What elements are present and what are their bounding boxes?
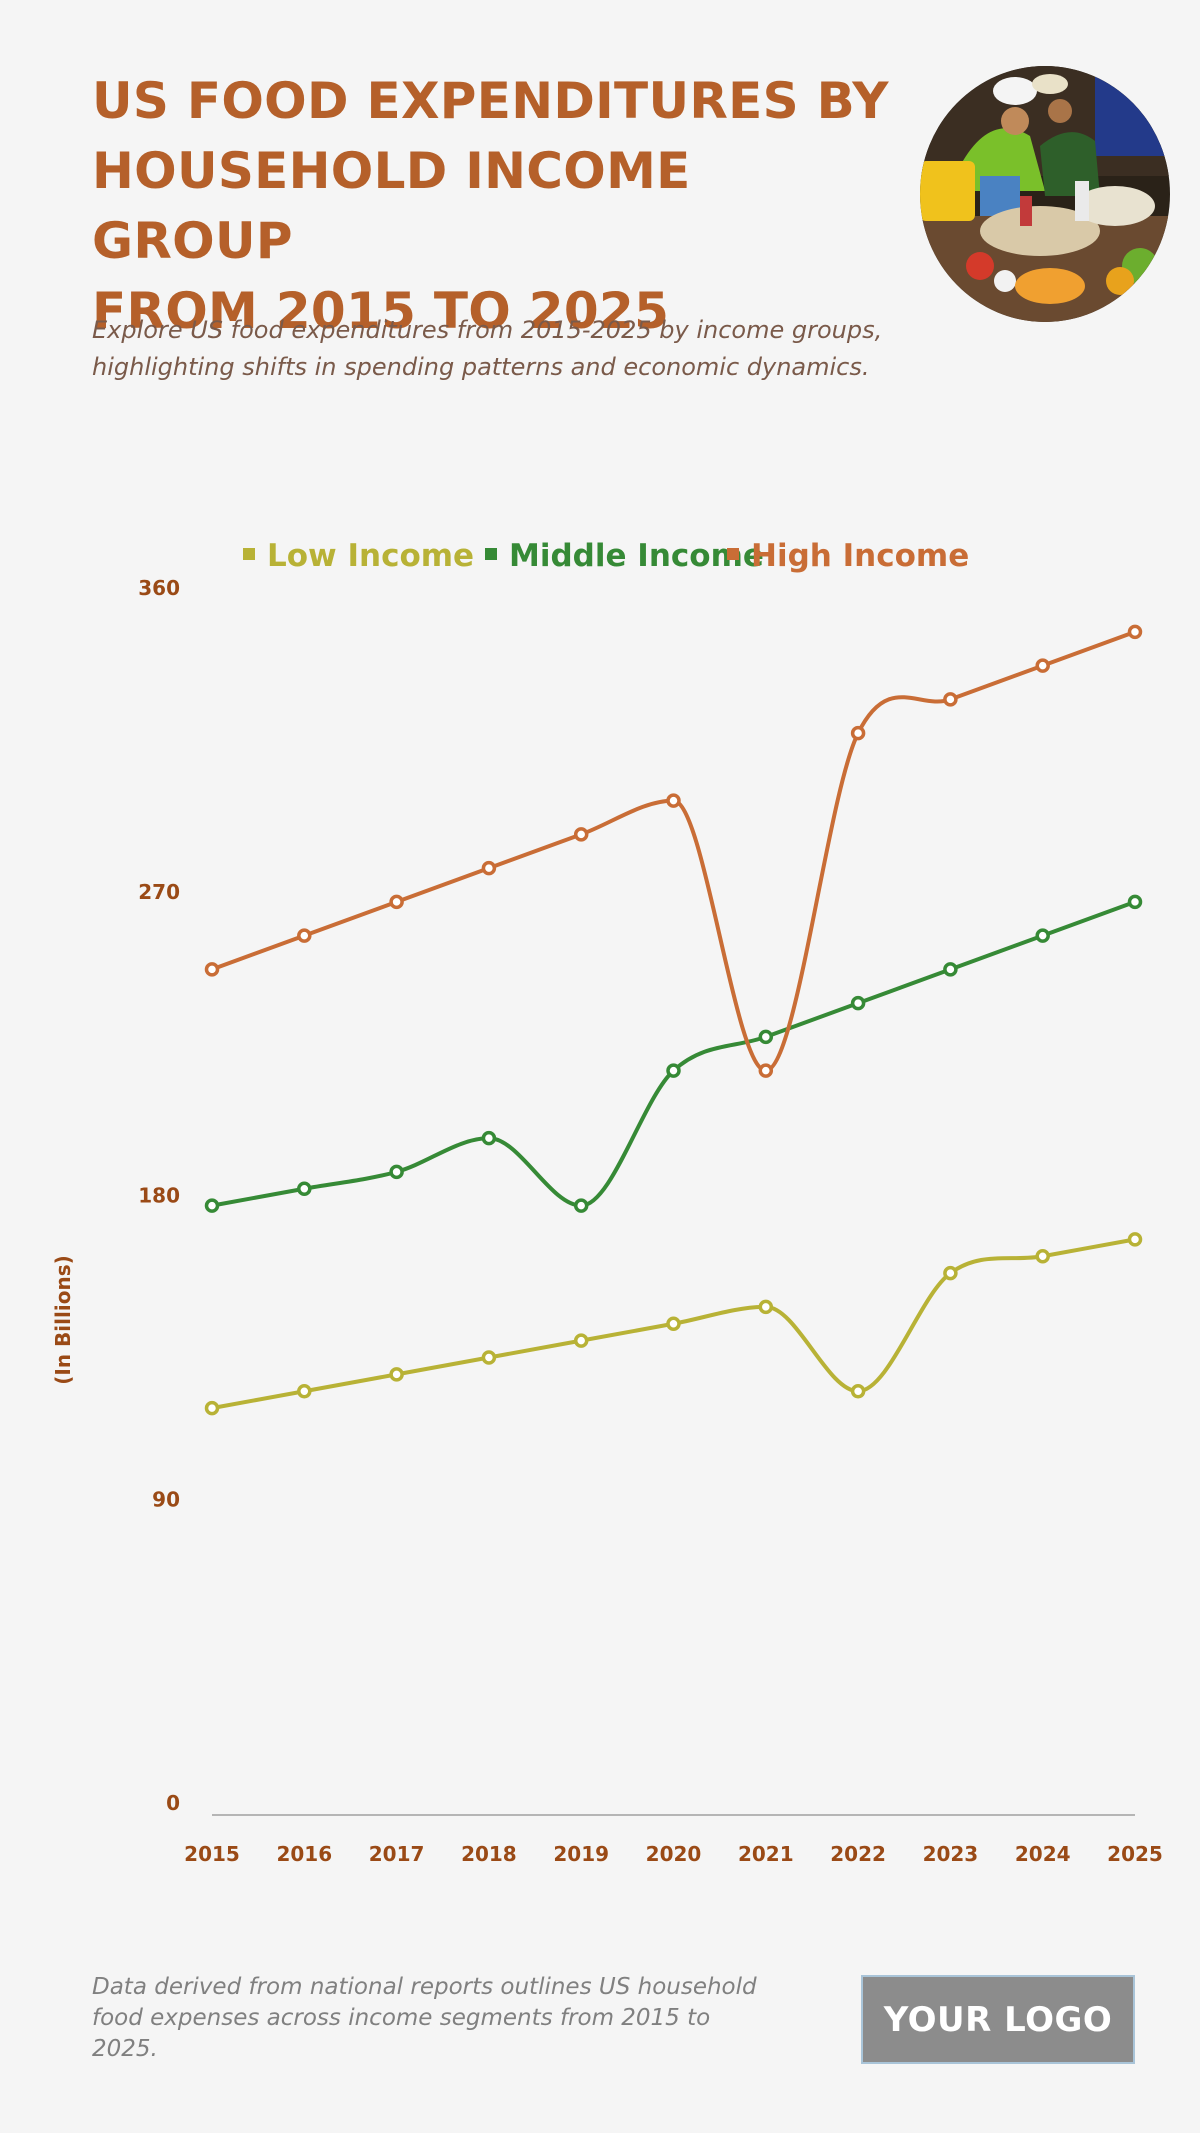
data-point-middle-income [389, 1164, 404, 1180]
x-tick-label: 2015 [184, 1842, 240, 1866]
x-tick-label: 2020 [646, 1842, 702, 1866]
data-point-high-income [943, 692, 958, 707]
series-layer [204, 624, 1143, 1416]
y-axis-label: (In Billions) [51, 1255, 75, 1384]
market-photo [920, 66, 1170, 322]
data-point-middle-income [850, 995, 866, 1011]
data-point-low-income [573, 1333, 589, 1348]
data-point-low-income [850, 1384, 866, 1399]
x-tick-label: 2017 [369, 1842, 425, 1866]
series-line-middle-income [210, 899, 1137, 1208]
subtitle-line-2: highlighting shifts in spending patterns… [92, 353, 870, 381]
series-line-high-income [210, 629, 1137, 1073]
series-line-low-income [210, 1237, 1137, 1411]
data-point-low-income [1035, 1249, 1050, 1264]
subtitle: Explore US food expenditures from 2015-2… [92, 312, 952, 386]
data-point-middle-income [1127, 894, 1143, 910]
x-tick-label: 2021 [738, 1842, 794, 1866]
data-point-middle-income [1035, 928, 1050, 943]
legend-swatch-middle-income [485, 548, 497, 560]
y-tick-label: 360 [138, 576, 180, 600]
data-point-high-income [389, 894, 404, 910]
data-point-high-income [666, 793, 681, 808]
x-tick-label: 2025 [1107, 1842, 1163, 1866]
x-axis: 2015 2016 2017 2018 2019 2020 2021 2022 2023 2024… [184, 1842, 1163, 1866]
source-note-line-1: Data derived from national reports outli… [92, 1974, 757, 2000]
data-point-middle-income [204, 1198, 220, 1213]
subtitle-line-1: Explore US food expenditures from 2015-2… [92, 316, 883, 344]
data-point-low-income [204, 1400, 220, 1416]
data-point-high-income [297, 928, 312, 943]
data-point-middle-income [943, 962, 958, 977]
y-tick-label: 0 [166, 1791, 180, 1815]
source-note-line-3: 2025. [92, 2036, 158, 2062]
data-point-middle-income [297, 1181, 312, 1196]
data-point-high-income [1035, 658, 1050, 673]
data-point-high-income [573, 827, 589, 842]
x-tick-label: 2018 [461, 1842, 517, 1866]
data-point-low-income [666, 1316, 681, 1331]
data-point-high-income [758, 1063, 774, 1078]
source-note-line-2: food expenses across income segments fro… [92, 2005, 711, 2031]
y-tick-label: 90 [152, 1487, 180, 1511]
legend-label-middle-income: Middle Income [509, 538, 764, 574]
data-point-low-income [943, 1265, 958, 1281]
legend-swatch-low-income [243, 548, 255, 560]
x-tick-label: 2022 [830, 1842, 886, 1866]
data-point-low-income [481, 1350, 497, 1365]
page-title: US FOOD EXPENDITURES BY HOUSEHOLD INCOME… [92, 66, 892, 346]
data-point-high-income [850, 725, 866, 741]
x-tick-label: 2024 [1015, 1842, 1071, 1866]
data-point-low-income [297, 1384, 312, 1399]
x-tick-label: 2019 [553, 1842, 609, 1866]
legend-label-low-income: Low Income [267, 538, 474, 574]
x-tick-label: 2016 [276, 1842, 332, 1866]
source-note: Data derived from national reports outli… [92, 1972, 772, 2065]
data-point-high-income [204, 962, 220, 977]
data-point-middle-income [758, 1029, 774, 1045]
legend-label-high-income: High Income [751, 538, 969, 574]
data-point-low-income [758, 1299, 774, 1315]
y-tick-label: 270 [138, 880, 180, 904]
data-point-middle-income [481, 1130, 497, 1146]
data-point-middle-income [573, 1198, 589, 1213]
data-point-high-income [1127, 624, 1143, 640]
legend-swatch-high-income [727, 548, 739, 560]
title-line-1: US FOOD EXPENDITURES BY [92, 72, 889, 130]
data-point-high-income [481, 860, 497, 876]
title-line-2: HOUSEHOLD INCOME GROUP [92, 142, 691, 270]
data-point-low-income [389, 1367, 404, 1382]
logo-placeholder: YOUR LOGO [861, 1975, 1135, 2064]
data-point-low-income [1127, 1232, 1143, 1247]
y-axis: 0 90 180 270 360 [138, 576, 180, 1815]
y-tick-label: 180 [138, 1184, 180, 1208]
data-point-middle-income [666, 1063, 681, 1078]
title-line-3: FROM 2015 TO 2025 [92, 282, 670, 340]
x-tick-label: 2023 [923, 1842, 979, 1866]
